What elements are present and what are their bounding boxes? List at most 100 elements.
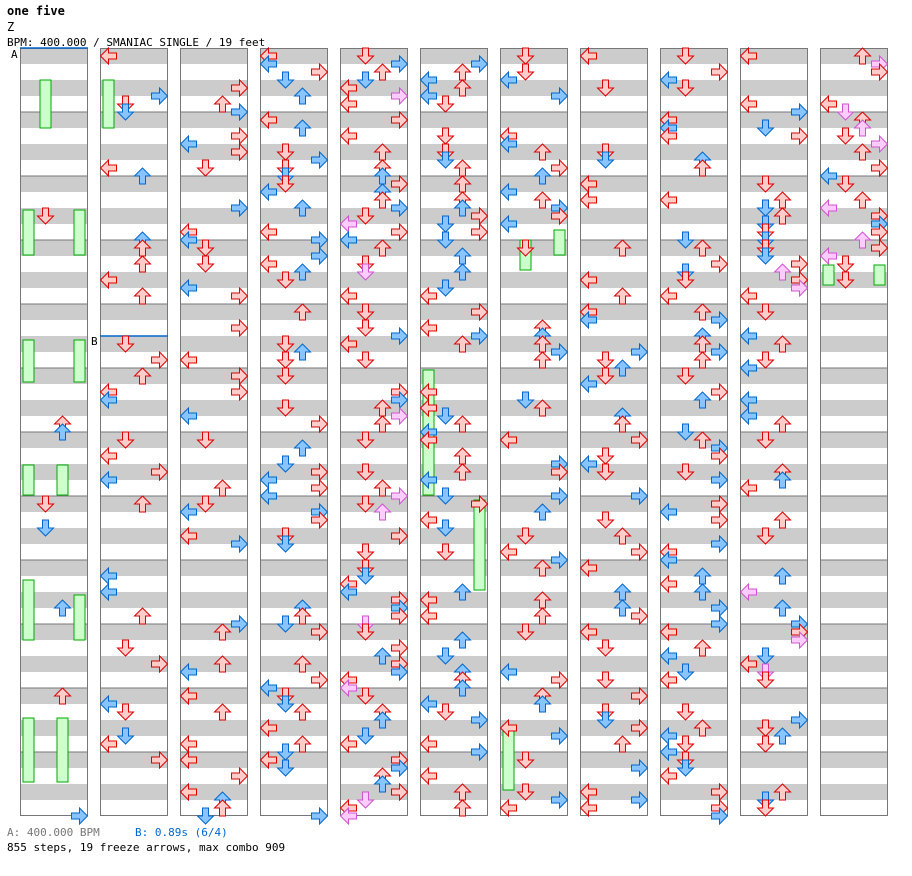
left-arrow-icon <box>99 470 117 490</box>
up-arrow-icon <box>533 191 552 209</box>
left-arrow-icon <box>419 766 437 786</box>
left-arrow-icon <box>339 806 357 826</box>
down-arrow-icon <box>436 231 455 249</box>
up-arrow-icon <box>133 367 152 385</box>
down-arrow-icon <box>116 103 135 121</box>
stop-marker-label: B <box>91 335 98 348</box>
chart-column <box>180 48 248 816</box>
down-arrow-icon <box>196 159 215 177</box>
column-frame <box>500 48 568 816</box>
left-arrow-icon <box>739 654 757 674</box>
freeze-arrow <box>102 79 115 129</box>
down-arrow-icon <box>276 175 295 193</box>
right-arrow-icon <box>231 126 249 146</box>
right-arrow-icon <box>631 686 649 706</box>
right-arrow-icon <box>871 238 889 258</box>
down-arrow-icon <box>276 695 295 713</box>
right-arrow-icon <box>231 382 249 402</box>
right-arrow-icon <box>551 726 569 746</box>
column-frame <box>100 48 168 816</box>
freeze-arrow <box>22 339 35 383</box>
right-arrow-icon <box>791 254 809 274</box>
left-arrow-icon <box>259 678 277 698</box>
left-arrow-icon <box>499 662 517 682</box>
down-arrow-icon <box>836 127 855 145</box>
up-arrow-icon <box>373 191 392 209</box>
up-arrow-icon <box>533 351 552 369</box>
right-arrow-icon <box>551 670 569 690</box>
down-arrow-icon <box>756 527 775 545</box>
left-arrow-icon <box>659 726 677 746</box>
right-arrow-icon <box>231 102 249 122</box>
right-arrow-icon <box>391 486 409 506</box>
down-arrow-icon <box>276 351 295 369</box>
left-arrow-icon <box>659 190 677 210</box>
down-arrow-icon <box>436 151 455 169</box>
left-arrow-icon <box>659 502 677 522</box>
down-arrow-icon <box>356 207 375 225</box>
down-arrow-icon <box>36 207 55 225</box>
left-arrow-icon <box>419 86 437 106</box>
left-arrow-icon <box>819 246 837 266</box>
up-arrow-icon <box>373 415 392 433</box>
down-arrow-icon <box>676 663 695 681</box>
down-arrow-icon <box>676 759 695 777</box>
down-arrow-icon <box>436 703 455 721</box>
down-arrow-icon <box>356 351 375 369</box>
left-arrow-icon <box>659 126 677 146</box>
up-arrow-icon <box>453 799 472 817</box>
right-arrow-icon <box>71 806 89 826</box>
left-arrow-icon <box>819 198 837 218</box>
left-arrow-icon <box>499 70 517 90</box>
up-arrow-icon <box>213 655 232 673</box>
down-arrow-icon <box>276 71 295 89</box>
right-arrow-icon <box>311 414 329 434</box>
right-arrow-icon <box>711 254 729 274</box>
left-arrow-icon <box>419 382 437 402</box>
left-arrow-icon <box>739 358 757 378</box>
up-arrow-icon <box>453 415 472 433</box>
left-arrow-icon <box>99 46 117 66</box>
left-arrow-icon <box>579 310 597 330</box>
up-arrow-icon <box>293 735 312 753</box>
down-arrow-icon <box>356 495 375 513</box>
up-arrow-icon <box>213 479 232 497</box>
right-arrow-icon <box>391 758 409 778</box>
right-arrow-icon <box>471 494 489 514</box>
down-arrow-icon <box>516 783 535 801</box>
down-arrow-icon <box>756 647 775 665</box>
up-arrow-icon <box>693 239 712 257</box>
down-arrow-icon <box>676 463 695 481</box>
up-arrow-icon <box>773 415 792 433</box>
up-arrow-icon <box>453 631 472 649</box>
right-arrow-icon <box>231 286 249 306</box>
up-arrow-icon <box>613 415 632 433</box>
left-arrow-icon <box>499 430 517 450</box>
left-arrow-icon <box>499 134 517 154</box>
left-arrow-icon <box>339 334 357 354</box>
chart-column <box>420 48 488 816</box>
right-arrow-icon <box>791 278 809 298</box>
up-arrow-icon <box>53 599 72 617</box>
up-arrow-icon <box>693 583 712 601</box>
down-arrow-icon <box>436 519 455 537</box>
right-arrow-icon <box>711 534 729 554</box>
right-arrow-icon <box>551 158 569 178</box>
down-arrow-icon <box>356 623 375 641</box>
right-arrow-icon <box>471 206 489 226</box>
freeze-arrow <box>22 209 35 256</box>
left-arrow-icon <box>579 174 597 194</box>
freeze-arrow <box>39 79 52 129</box>
up-arrow-icon <box>453 679 472 697</box>
right-arrow-icon <box>391 326 409 346</box>
right-arrow-icon <box>711 806 729 826</box>
right-arrow-icon <box>471 302 489 322</box>
left-arrow-icon <box>339 678 357 698</box>
right-arrow-icon <box>471 742 489 762</box>
column-frame <box>580 48 648 816</box>
left-arrow-icon <box>179 502 197 522</box>
right-arrow-icon <box>391 782 409 802</box>
down-arrow-icon <box>116 431 135 449</box>
left-arrow-icon <box>179 734 197 754</box>
